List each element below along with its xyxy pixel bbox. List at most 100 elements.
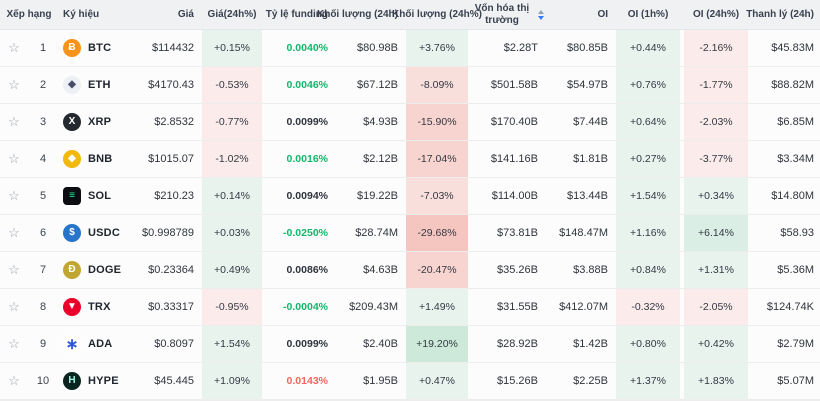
bnb-coin-icon: ◆	[63, 150, 81, 168]
volume-24h-cell: $4.63B	[363, 264, 398, 276]
favorite-star-icon[interactable]: ☆	[8, 40, 20, 55]
oi-24h-pct-cell: +0.42%	[684, 326, 748, 362]
eth-coin-icon: ◆	[63, 76, 81, 94]
symbol-cell: H HYPE	[58, 363, 136, 399]
sol-coin-icon: ≡	[63, 187, 81, 205]
oi-cell: $1.81B	[573, 153, 608, 165]
price-cell: $210.23	[154, 190, 194, 202]
market-cap-cell: $501.58B	[490, 79, 538, 91]
oi-cell: $148.47M	[559, 227, 608, 239]
oi-cell: $80.85B	[567, 42, 608, 54]
doge-coin-icon: Ð	[63, 261, 81, 279]
header-volume-24h-pct[interactable]: Khối lượng (24h%)	[392, 9, 482, 20]
header-oi-1h-pct[interactable]: OI (1h%)	[627, 9, 669, 20]
funding-rate-cell: 0.0099%	[286, 338, 328, 350]
liquidation-24h-cell: $3.34M	[777, 153, 814, 165]
coin-row[interactable]: ☆ 9 ∗ ADA $0.8097 +1.54% 0.0099% $2.40B +19.20% $…	[0, 326, 820, 363]
coin-row[interactable]: ☆ 1 Ƀ BTC $114432 +0.15% 0.0040% $80.98B +3.76% $…	[0, 30, 820, 67]
oi-24h-pct-cell: +0.34%	[684, 178, 748, 214]
favorite-star-icon[interactable]: ☆	[8, 336, 20, 351]
change-24h-cell: -1.02%	[202, 141, 262, 177]
header-market-cap[interactable]: Vốn hóa thị trường	[470, 0, 544, 29]
coin-name: ETH	[88, 79, 111, 91]
header-oi-24h-pct[interactable]: OI (24h%)	[692, 9, 740, 20]
favorite-star-icon[interactable]: ☆	[8, 299, 20, 314]
coin-name: DOGE	[88, 264, 122, 276]
header-price[interactable]: Giá	[177, 9, 194, 20]
table-header-row: Xếp hạng Ký hiệu Giá Giá(24h%) Tỷ lệ fun…	[0, 0, 820, 30]
coin-row[interactable]: ☆ 8 ▼ TRX $0.33317 -0.95% -0.0004% $209.43M +1.4…	[0, 289, 820, 326]
volume-24h-pct-cell: -29.68%	[406, 215, 468, 251]
header-oi[interactable]: OI	[597, 9, 608, 20]
market-cap-cell: $114.00B	[491, 190, 538, 202]
oi-24h-pct-cell: -1.77%	[684, 67, 748, 103]
rank-cell: 7	[39, 264, 47, 276]
change-24h-cell: -0.77%	[202, 104, 262, 140]
oi-cell: $13.44B	[567, 190, 608, 202]
liquidation-24h-cell: $6.85M	[777, 116, 814, 128]
volume-24h-pct-cell: -20.47%	[406, 252, 468, 288]
favorite-star-icon[interactable]: ☆	[8, 114, 20, 129]
favorite-star-icon[interactable]: ☆	[8, 151, 20, 166]
oi-1h-pct-cell: +0.76%	[616, 67, 680, 103]
coin-row[interactable]: ☆ 7 Ð DOGE $0.23364 +0.49% 0.0086% $4.63B -20.47…	[0, 252, 820, 289]
price-cell: $0.998789	[142, 227, 194, 239]
header-funding-rate[interactable]: Tỷ lệ funding	[265, 9, 328, 20]
oi-24h-pct-cell: +6.14%	[684, 215, 748, 251]
funding-rate-cell: 0.0099%	[286, 116, 328, 128]
coin-name: SOL	[88, 190, 112, 202]
coin-name: HYPE	[88, 375, 119, 387]
oi-cell: $1.42B	[573, 338, 608, 350]
header-liquidation-24h[interactable]: Thanh lý (24h)	[746, 9, 814, 20]
sort-icon[interactable]	[538, 9, 544, 20]
market-cap-cell: $35.26B	[497, 264, 538, 276]
liquidation-24h-cell: $5.07M	[777, 375, 814, 387]
favorite-star-icon[interactable]: ☆	[8, 373, 20, 388]
volume-24h-pct-cell: +0.47%	[406, 363, 468, 399]
liquidation-24h-cell: $5.36M	[777, 264, 814, 276]
coin-name: BNB	[88, 153, 113, 165]
coin-row[interactable]: ☆ 3 X XRP $2.8532 -0.77% 0.0099% $4.93B -15.90% $…	[0, 104, 820, 141]
coin-row[interactable]: ☆ 10 H HYPE $45.445 +1.09% 0.0143% $1.95B +0.47%…	[0, 363, 820, 400]
volume-24h-pct-cell: +19.20%	[406, 326, 468, 362]
volume-24h-pct-cell: -8.09%	[406, 67, 468, 103]
funding-rate-cell: 0.0040%	[286, 42, 328, 54]
funding-rate-cell: 0.0086%	[286, 264, 328, 276]
rank-cell: 3	[39, 116, 47, 128]
coin-row[interactable]: ☆ 5 ≡ SOL $210.23 +0.14% 0.0094% $19.22B -7.03% $…	[0, 178, 820, 215]
header-volume-24h[interactable]: Khối lượng (24h)	[316, 9, 398, 20]
header-symbol[interactable]: Ký hiệu	[63, 9, 100, 20]
change-24h-cell: +1.54%	[202, 326, 262, 362]
volume-24h-cell: $2.40B	[363, 338, 398, 350]
favorite-star-icon[interactable]: ☆	[8, 77, 20, 92]
oi-1h-pct-cell: +0.44%	[616, 30, 680, 66]
header-market-cap-label: Vốn hóa thị trường	[474, 2, 530, 26]
symbol-cell: Ƀ BTC	[58, 30, 136, 66]
funding-rate-cell: 0.0016%	[286, 153, 328, 165]
favorite-star-icon[interactable]: ☆	[8, 262, 20, 277]
coin-row[interactable]: ☆ 6 $ USDC $0.998789 +0.03% -0.0250% $28.74M -29…	[0, 215, 820, 252]
header-change-24h[interactable]: Giá(24h%)	[207, 9, 257, 20]
price-cell: $0.8097	[154, 338, 194, 350]
symbol-cell: ∗ ADA	[58, 326, 136, 362]
market-cap-cell: $170.40B	[490, 116, 538, 128]
price-cell: $0.33317	[148, 301, 194, 313]
volume-24h-cell: $2.12B	[363, 153, 398, 165]
market-cap-cell: $28.92B	[497, 338, 538, 350]
header-rank[interactable]: Xếp hạng	[6, 9, 52, 20]
volume-24h-cell: $1.95B	[363, 375, 398, 387]
coin-name: TRX	[88, 301, 111, 313]
change-24h-cell: +0.03%	[202, 215, 262, 251]
coin-row[interactable]: ☆ 2 ◆ ETH $4170.43 -0.53% 0.0046% $67.12B -8.09%…	[0, 67, 820, 104]
symbol-cell: $ USDC	[58, 215, 136, 251]
coin-row[interactable]: ☆ 4 ◆ BNB $1015.07 -1.02% 0.0016% $2.12B -17.04%…	[0, 141, 820, 178]
favorite-star-icon[interactable]: ☆	[8, 188, 20, 203]
sort-up-arrow-icon	[538, 9, 544, 14]
oi-1h-pct-cell: +0.84%	[616, 252, 680, 288]
market-cap-cell: $141.16B	[490, 153, 538, 165]
usdc-coin-icon: $	[63, 224, 81, 242]
change-24h-cell: +0.49%	[202, 252, 262, 288]
symbol-cell: ≡ SOL	[58, 178, 136, 214]
favorite-star-icon[interactable]: ☆	[8, 225, 20, 240]
